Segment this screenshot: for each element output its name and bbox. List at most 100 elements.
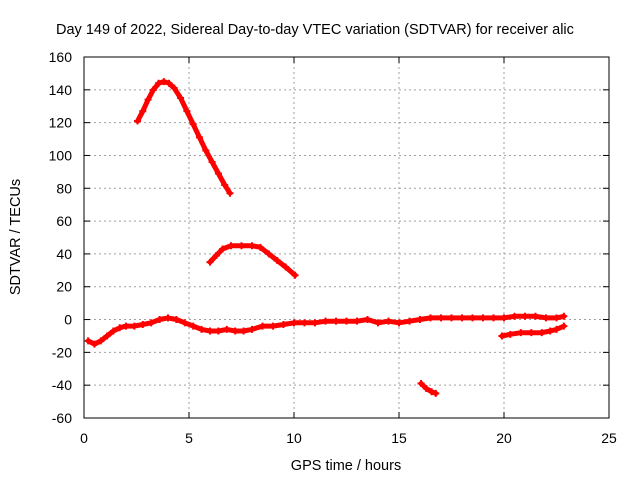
- data-point: [160, 78, 168, 86]
- data-series: [84, 78, 568, 397]
- data-point: [416, 316, 424, 324]
- data-point: [500, 314, 508, 322]
- data-point: [291, 271, 299, 279]
- data-point: [248, 325, 256, 333]
- x-tick-label: 25: [601, 430, 617, 446]
- data-point: [290, 319, 298, 327]
- data-point: [506, 330, 514, 338]
- data-point: [269, 322, 277, 330]
- data-point: [448, 314, 455, 322]
- data-point: [517, 329, 525, 337]
- data-point: [417, 380, 425, 388]
- data-point: [538, 329, 546, 337]
- y-tick-label: 0: [64, 312, 72, 328]
- data-point: [343, 317, 350, 325]
- data-point: [165, 79, 173, 87]
- data-point: [259, 322, 266, 330]
- data-point: [427, 314, 434, 322]
- data-point: [406, 317, 413, 325]
- y-tick-label: 60: [56, 213, 72, 229]
- data-point: [280, 320, 287, 328]
- data-point: [490, 314, 497, 322]
- data-point: [183, 107, 191, 115]
- data-point: [332, 317, 340, 325]
- y-tick-label: 160: [49, 49, 73, 65]
- data-point: [221, 181, 229, 189]
- data-point: [149, 86, 157, 94]
- data-point: [560, 322, 568, 330]
- data-point: [170, 84, 178, 92]
- data-point: [469, 314, 476, 322]
- data-point: [256, 243, 264, 251]
- data-point: [532, 312, 539, 320]
- data-point: [282, 263, 290, 271]
- data-point: [206, 327, 214, 335]
- y-tick-label: 20: [56, 279, 72, 295]
- data-point: [156, 316, 164, 324]
- y-tick-label: -40: [52, 377, 72, 393]
- data-point: [385, 317, 392, 325]
- y-axis-label: SDTVAR / TECUs: [8, 179, 24, 295]
- data-point: [223, 325, 231, 333]
- data-point: [227, 242, 235, 250]
- data-point: [364, 316, 371, 324]
- data-point: [116, 324, 124, 332]
- data-point: [198, 325, 206, 333]
- data-point: [560, 312, 568, 320]
- series-arc-baseline-long: [84, 312, 568, 348]
- data-point: [311, 319, 319, 327]
- data-point: [134, 117, 142, 125]
- data-point: [240, 327, 248, 335]
- data-point: [214, 170, 222, 178]
- data-point: [177, 94, 185, 102]
- data-point: [479, 314, 487, 322]
- data-point: [144, 96, 152, 104]
- data-point: [97, 337, 105, 345]
- data-point: [273, 256, 281, 264]
- data-point: [181, 319, 189, 327]
- data-point: [109, 327, 117, 335]
- data-point: [527, 329, 535, 337]
- data-point: [208, 158, 216, 166]
- data-point: [238, 242, 245, 250]
- data-point: [219, 245, 227, 253]
- data-point: [546, 327, 554, 335]
- data-point: [103, 332, 111, 340]
- y-tick-label: -20: [52, 344, 72, 360]
- data-point: [301, 319, 308, 327]
- data-point: [511, 312, 518, 320]
- data-point: [122, 322, 130, 330]
- chart-title: Day 149 of 2022, Sidereal Day-to-day VTE…: [56, 22, 574, 38]
- y-tick-label: 120: [49, 115, 73, 131]
- data-point: [432, 389, 440, 397]
- data-point: [91, 340, 98, 348]
- y-tick-label: 140: [49, 82, 73, 98]
- y-tick-label: 100: [49, 147, 73, 163]
- data-point: [458, 314, 466, 322]
- data-point: [189, 120, 197, 128]
- data-point: [231, 327, 239, 335]
- data-point: [147, 319, 155, 327]
- data-point: [521, 312, 529, 320]
- axis-ticks: 0 5 10 15 20 25 -60 -40 -20 0 20 40 60 80 100 120 140 160: [49, 49, 617, 446]
- data-point: [202, 147, 210, 155]
- plot-frame: [83, 56, 610, 419]
- series-arc-high-peak: [134, 78, 234, 197]
- data-point: [139, 107, 147, 115]
- x-tick-label: 10: [286, 430, 302, 446]
- data-point: [428, 388, 436, 396]
- y-tick-label: 40: [56, 246, 72, 262]
- series-arc-mid-hump: [206, 242, 299, 279]
- data-point: [130, 322, 138, 330]
- data-point: [139, 320, 147, 328]
- data-point: [248, 242, 256, 250]
- data-point: [542, 314, 550, 322]
- data-point: [214, 327, 222, 335]
- data-point: [212, 252, 220, 260]
- data-point: [322, 317, 329, 325]
- data-point: [164, 314, 172, 322]
- data-point: [189, 322, 197, 330]
- data-point: [553, 325, 560, 333]
- data-point: [422, 384, 430, 392]
